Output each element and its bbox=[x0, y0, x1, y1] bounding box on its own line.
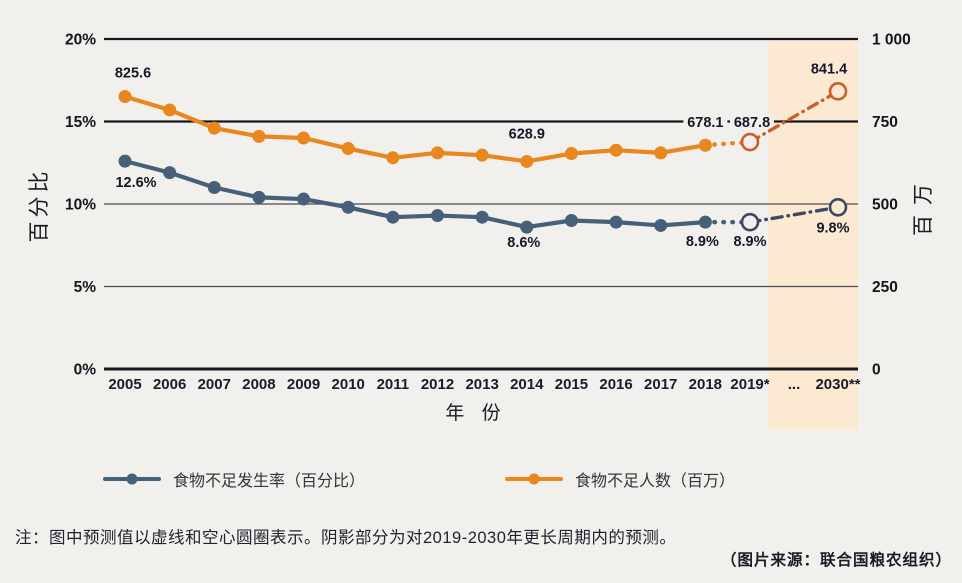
x-tick-label: 2018 bbox=[689, 376, 722, 393]
x-tick-label: 2012 bbox=[421, 376, 454, 393]
data-label: 8.9% bbox=[686, 234, 719, 250]
data-label: 8.6% bbox=[507, 235, 540, 251]
data-point bbox=[252, 190, 266, 204]
data-point bbox=[520, 154, 534, 168]
data-point bbox=[609, 215, 623, 229]
legend-item-number: 食物不足人数（百万） bbox=[505, 466, 735, 492]
x-tick-label: 2017 bbox=[644, 376, 677, 393]
data-point bbox=[475, 148, 489, 162]
x-tick-label: 2008 bbox=[242, 376, 275, 393]
chart-canvas: 20% 1 000 15% 750 10% 500 5% 250 0% 0 2005 2006 2007… bbox=[65, 32, 911, 430]
legend-label-prevalence: 食物不足发生率（百分比） bbox=[173, 473, 366, 490]
data-label: 841.4 bbox=[811, 61, 847, 77]
x-tick-label: 2011 bbox=[377, 376, 410, 393]
data-point bbox=[386, 210, 400, 224]
x-tick-label: ... bbox=[788, 376, 801, 393]
x-tick-label: 2019* bbox=[730, 376, 769, 393]
left-tick-label: 20% bbox=[65, 32, 96, 49]
right-tick-label: 1 000 bbox=[872, 32, 911, 49]
x-tick-label: 2006 bbox=[153, 376, 186, 393]
x-tick-label: 2009 bbox=[287, 376, 320, 393]
projection-open-point bbox=[828, 82, 848, 101]
data-point bbox=[118, 90, 132, 104]
left-tick-label: 0% bbox=[74, 362, 97, 379]
x-tick-label: 2007 bbox=[198, 376, 231, 393]
data-point bbox=[297, 131, 311, 145]
data-point bbox=[163, 103, 177, 117]
right-tick-label: 250 bbox=[872, 279, 898, 296]
left-tick-label: 15% bbox=[65, 114, 96, 131]
data-label: 8.9% bbox=[733, 234, 766, 250]
data-point bbox=[207, 121, 221, 135]
legend-item-prevalence: 食物不足发生率（百分比） bbox=[103, 466, 365, 492]
right-tick-label: 0 bbox=[872, 362, 881, 379]
data-point bbox=[297, 192, 311, 206]
data-point bbox=[654, 218, 668, 232]
right-tick-label: 500 bbox=[872, 197, 898, 214]
series-line-0 bbox=[124, 159, 706, 230]
prevalence-dot-icon bbox=[126, 473, 138, 485]
data-label: 9.8% bbox=[816, 220, 849, 236]
x-tick-label: 2030** bbox=[815, 376, 860, 393]
projection-dashdot-segment-0 bbox=[748, 205, 840, 224]
projection-open-point bbox=[828, 198, 848, 217]
data-point bbox=[207, 181, 221, 194]
data-point bbox=[564, 147, 578, 161]
data-label-backing bbox=[683, 115, 728, 131]
data-point bbox=[341, 200, 355, 214]
data-label-backing bbox=[730, 115, 774, 131]
projection-dashdot-segment-1 bbox=[748, 89, 840, 144]
data-label: 12.6% bbox=[115, 175, 156, 191]
x-tick-label: 2014 bbox=[510, 376, 544, 393]
x-tick-label: 2005 bbox=[108, 376, 141, 393]
data-point bbox=[520, 220, 534, 234]
data-label: 687.8 bbox=[734, 115, 770, 131]
data-point bbox=[698, 138, 712, 152]
data-label: 628.9 bbox=[509, 126, 545, 142]
number-line-swatch bbox=[505, 473, 563, 485]
data-label: 678.1 bbox=[687, 115, 723, 131]
projection-open-point bbox=[740, 132, 760, 152]
data-point bbox=[698, 215, 712, 229]
data-point bbox=[341, 142, 355, 156]
x-tick-label: 2015 bbox=[555, 376, 588, 393]
data-point bbox=[475, 210, 489, 224]
data-point bbox=[609, 143, 623, 157]
data-point bbox=[163, 166, 177, 180]
image-source: （图片来源：联合国粮农组织） bbox=[720, 552, 952, 569]
left-tick-label: 10% bbox=[65, 197, 96, 214]
x-axis-title: 年 份 bbox=[445, 403, 507, 424]
left-axis-title: 百分比 bbox=[28, 167, 51, 243]
data-point bbox=[431, 146, 444, 160]
left-tick-label: 5% bbox=[74, 279, 97, 296]
data-point bbox=[252, 129, 266, 143]
legend-label-number: 食物不足人数（百万） bbox=[575, 473, 736, 490]
data-point bbox=[118, 154, 132, 168]
prevalence-line-swatch bbox=[103, 473, 161, 485]
x-tick-label: 2010 bbox=[332, 376, 365, 393]
series-line-1 bbox=[124, 94, 706, 164]
x-tick-label: 2016 bbox=[599, 376, 632, 393]
projection-open-point bbox=[740, 212, 760, 232]
chart-legend: 食物不足发生率（百分比） 食物不足人数（百万） bbox=[0, 466, 962, 492]
right-tick-label: 750 bbox=[872, 114, 898, 131]
data-point bbox=[386, 151, 400, 165]
number-dot-icon bbox=[528, 473, 540, 485]
data-point bbox=[564, 214, 578, 227]
data-label: 825.6 bbox=[115, 66, 151, 82]
x-tick-label: 2013 bbox=[465, 376, 498, 393]
data-point bbox=[654, 146, 668, 160]
right-axis-title: 百万 bbox=[912, 174, 935, 236]
footnote: 注：图中预测值以虚线和空心圆圈表示。阴影部分为对2019-2030年更长周期内的… bbox=[15, 529, 677, 547]
data-point bbox=[431, 209, 444, 223]
